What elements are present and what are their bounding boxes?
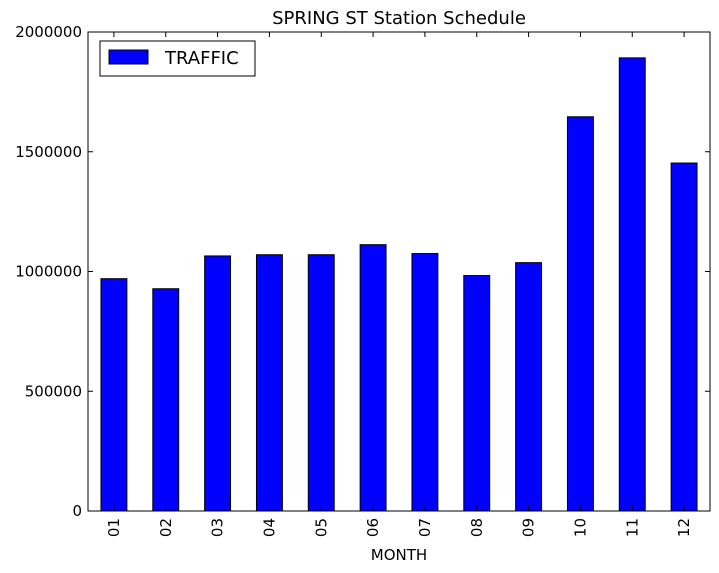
x-tick-label: 06	[364, 518, 382, 537]
x-tick-label: 02	[157, 518, 175, 537]
x-tick-label: 03	[209, 518, 227, 537]
y-tick-label: 500000	[25, 382, 82, 400]
bar-04	[255, 254, 283, 512]
y-tick-label: 1000000	[15, 263, 82, 281]
bar-01	[100, 278, 128, 512]
bar-08	[463, 275, 491, 512]
x-tick-label: 10	[571, 518, 589, 537]
legend-swatch	[108, 49, 149, 65]
bar-05	[307, 254, 335, 512]
y-tick-label: 1500000	[15, 143, 82, 161]
chart-title: SPRING ST Station Schedule	[272, 8, 526, 29]
bar-12	[670, 162, 698, 512]
bars-group	[100, 57, 698, 512]
x-axis-label: MONTH	[371, 546, 427, 564]
bar-03	[204, 255, 232, 512]
bar-11	[618, 57, 646, 512]
y-axis: 0 500000 1000000 1500000 2000000	[15, 23, 710, 520]
bar-07	[411, 253, 439, 512]
plot-frame	[87, 31, 711, 512]
bar-02	[152, 288, 180, 512]
legend: TRAFFIC	[99, 40, 256, 77]
x-tick-label: 11	[623, 518, 641, 537]
x-tick-label: 12	[675, 518, 693, 537]
bar-10	[566, 116, 594, 512]
x-axis: 01 02 03 04 05 06 07 08 09 10 11 12	[105, 32, 693, 537]
bar-09	[515, 262, 543, 512]
y-tick-label: 0	[72, 502, 82, 520]
plot-area	[88, 32, 710, 511]
y-tick-label: 2000000	[15, 23, 82, 41]
x-tick-label: 01	[105, 518, 123, 537]
x-tick-label: 07	[416, 518, 434, 537]
x-tick-label: 09	[520, 518, 538, 537]
x-tick-label: 05	[312, 518, 330, 537]
x-tick-label: 04	[260, 518, 278, 537]
legend-label: TRAFFIC	[164, 48, 239, 69]
x-tick-label: 08	[468, 518, 486, 537]
bar-06	[359, 244, 387, 512]
